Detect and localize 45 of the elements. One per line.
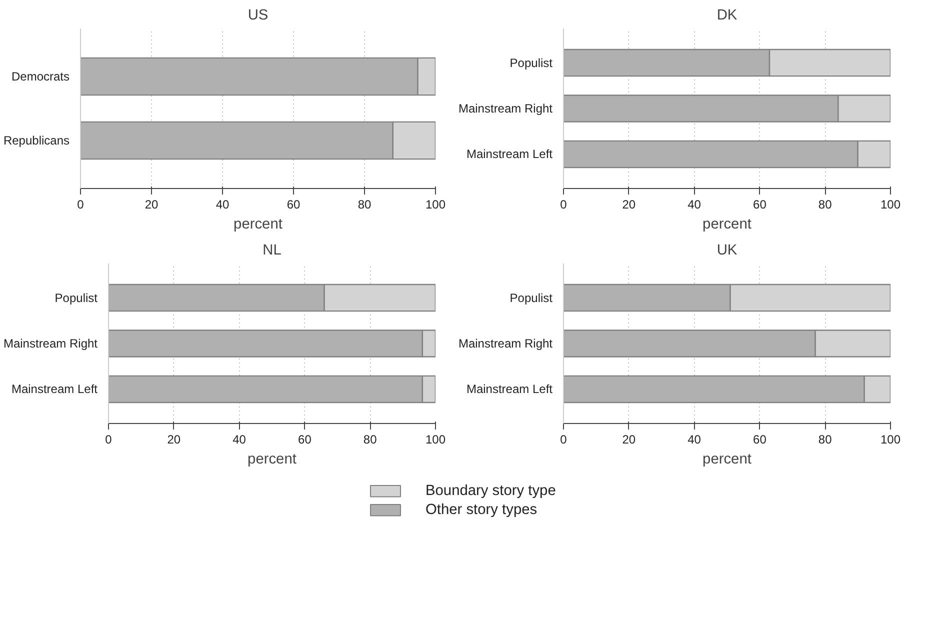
chart-title: US — [248, 8, 268, 24]
chart-title: NL — [262, 242, 282, 258]
x-tick-label: 100 — [880, 198, 901, 212]
x-axis-title: percent — [248, 452, 296, 468]
x-tick-label: 80 — [358, 198, 372, 212]
x-tick-label: 60 — [753, 198, 767, 212]
y-tick-label: Populist — [510, 290, 554, 305]
x-tick-label: 60 — [286, 198, 300, 212]
y-tick-label: Democrats — [11, 70, 70, 84]
x-tick-label: 60 — [298, 432, 312, 446]
legend-label: Boundary story type — [426, 483, 556, 500]
x-tick-label: 20 — [144, 198, 158, 212]
x-tick-label: 20 — [622, 198, 636, 212]
legend-label: Other story types — [426, 502, 538, 518]
x-tick-label: 80 — [363, 432, 378, 446]
x-axis-title: percent — [234, 216, 282, 232]
y-tick-label: Mainstream Right — [458, 336, 554, 350]
x-tick-label: 40 — [688, 198, 702, 212]
x-tick-label: 0 — [560, 198, 568, 212]
y-tick-label: Mainstream Right — [3, 336, 98, 350]
x-tick-label: 80 — [818, 432, 832, 446]
x-tick-label: 20 — [622, 432, 636, 446]
y-tick-label: Mainstream Left — [11, 382, 98, 396]
x-axis-title: percent — [702, 216, 752, 232]
y-tick-label: Republicans — [3, 134, 70, 148]
x-tick-label: 60 — [753, 432, 767, 446]
y-tick-label: Populist — [54, 290, 98, 305]
x-tick-label: 40 — [688, 432, 702, 446]
x-tick-label: 80 — [818, 198, 832, 212]
x-tick-label: 0 — [560, 432, 568, 446]
x-tick-label: 100 — [880, 432, 901, 446]
x-tick-label: 40 — [216, 198, 230, 212]
y-tick-label: Populist — [510, 56, 554, 70]
y-tick-label: Mainstream Left — [466, 147, 554, 162]
x-tick-label: 40 — [232, 432, 246, 446]
x-axis-title: percent — [702, 452, 752, 468]
chart-title: UK — [716, 242, 738, 258]
y-tick-label: Mainstream Right — [458, 102, 554, 116]
y-tick-label: Mainstream Left — [466, 382, 554, 396]
chart-title: DK — [716, 8, 738, 24]
x-tick-label: 100 — [425, 432, 446, 446]
x-tick-label: 20 — [167, 432, 181, 446]
x-tick-label: 0 — [77, 198, 84, 212]
x-tick-label: 0 — [105, 432, 112, 446]
x-tick-label: 100 — [425, 198, 446, 212]
